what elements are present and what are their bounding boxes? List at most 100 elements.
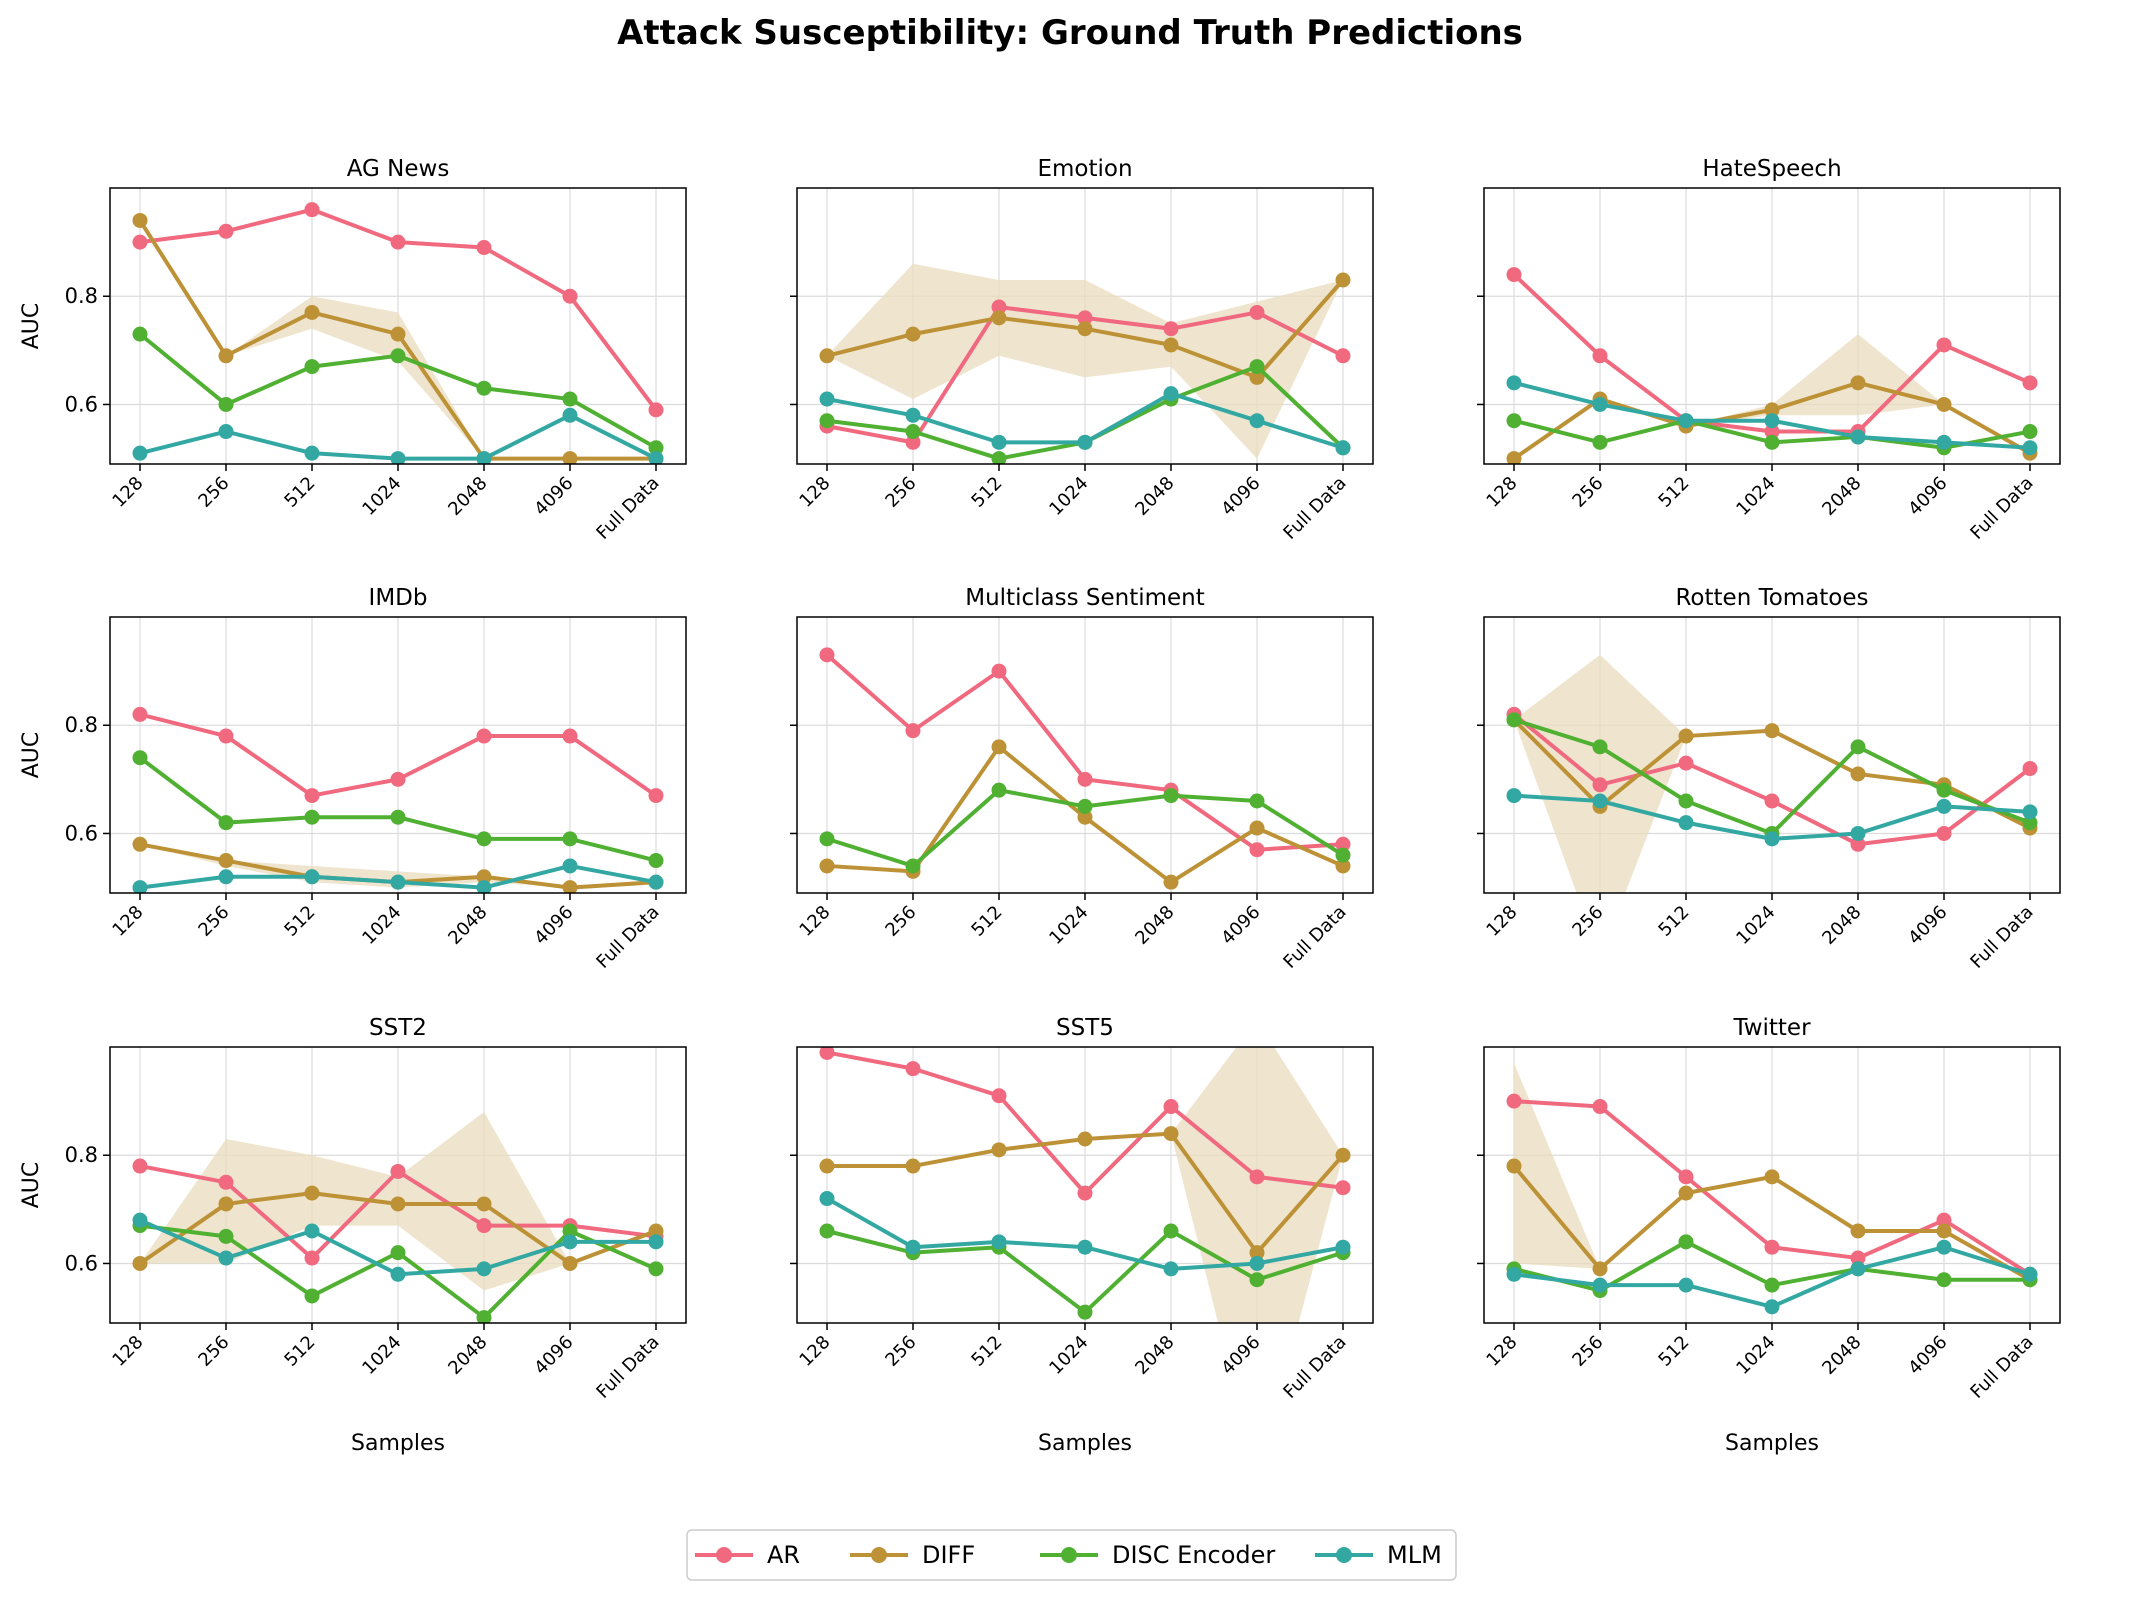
data-point [476,451,492,464]
x-axis-label: Samples [351,1431,445,1456]
x-tick-label: 4096 [530,1332,577,1379]
data-point [562,1223,578,1239]
data-point [991,739,1007,755]
data-point [132,326,148,342]
data-point [1936,1212,1952,1228]
data-point [1592,434,1608,450]
data-point [1249,1245,1265,1261]
plot-area [132,202,664,464]
x-tick-label: 256 [881,473,920,512]
data-point [1249,369,1265,385]
y-tick-label: 0.6 [65,392,98,416]
x-tick-label: 4096 [1217,473,1264,520]
data-point [1850,739,1866,755]
data-point [304,304,320,320]
subplot-title: SST5 [1056,1015,1114,1041]
data-point [905,326,921,342]
data-point [562,831,578,847]
data-point [905,858,921,874]
x-tick-label: 256 [194,902,233,941]
data-point [476,831,492,847]
data-point [819,1158,835,1174]
data-point [304,1288,320,1304]
x-tick-label: 256 [1568,902,1607,941]
x-tick-label: 2048 [1818,1332,1865,1379]
x-tick-label: 2048 [1818,902,1865,949]
data-point [1592,739,1608,755]
data-point [218,424,234,440]
data-point [1592,396,1608,412]
data-point [304,359,320,375]
data-point [1936,825,1952,841]
x-tick-label: 256 [194,473,233,512]
subplot: IMDb 0.6 0.8 128 256 512 1024 2048 4096 Full Data… [19,585,687,973]
subplot: Twitter 128 256 512 1024 2048 4096 Full Data Sam… [1477,1015,2061,1456]
x-tick-label: 4096 [1217,902,1264,949]
data-point [1335,836,1351,852]
data-point [1592,348,1608,364]
data-point [476,380,492,396]
x-tick-label: 256 [1568,1332,1607,1371]
x-axis-label: Samples [1038,1431,1132,1456]
data-point [1335,440,1351,456]
plot-area [819,263,1351,464]
subplot: HateSpeech 128 256 512 1024 2048 4096 Full Data [1477,156,2061,544]
subplot-title: Emotion [1037,156,1132,182]
data-point [132,1255,148,1271]
data-point [132,706,148,722]
data-point [390,771,406,787]
data-point [476,1196,492,1212]
x-tick-label: 128 [795,902,834,941]
data-point [1077,1185,1093,1201]
x-tick-label: Full Data [592,473,663,544]
data-point [648,440,664,456]
data-point [819,831,835,847]
legend-marker [716,1547,732,1563]
data-point [819,1047,835,1060]
x-tick-label: 128 [1482,902,1521,941]
data-point [218,853,234,869]
x-tick-label: 128 [1482,473,1521,512]
y-axis-label: AUC [19,303,44,350]
x-tick-label: 2048 [444,473,491,520]
data-point [819,348,835,364]
x-tick-label: 512 [967,1332,1006,1371]
data-point [304,1223,320,1239]
y-axis-label: AUC [19,1162,44,1209]
data-point [1764,424,1780,440]
data-point [1506,1093,1522,1109]
data-point [1077,434,1093,450]
data-point [2022,804,2038,820]
x-tick-label: 1024 [1045,473,1092,520]
legend: AR DIFF DISC Encoder MLM [686,1529,1457,1581]
data-point [1678,1169,1694,1185]
data-point [132,750,148,766]
data-point [991,310,1007,326]
data-point [1506,1266,1522,1282]
x-tick-label: 2048 [1131,473,1178,520]
data-point [1506,451,1522,464]
data-point [905,1158,921,1174]
data-point [1678,1234,1694,1250]
data-point [1249,413,1265,429]
data-point [1850,766,1866,782]
data-point [1249,1272,1265,1288]
x-tick-label: 2048 [1131,1332,1178,1379]
data-point [562,288,578,304]
x-tick-label: 128 [108,1332,147,1371]
data-point [1592,777,1608,793]
data-point [218,223,234,239]
subplot-title: IMDb [369,585,428,611]
x-tick-label: 1024 [358,1332,405,1379]
x-tick-label: 1024 [358,902,405,949]
data-point [562,1234,578,1250]
data-point [648,1261,664,1277]
x-tick-label: 4096 [530,473,577,520]
data-point [1077,771,1093,787]
data-point [1506,1158,1522,1174]
x-tick-label: Full Data [1966,473,2037,544]
x-tick-label: 1024 [1045,1332,1092,1379]
data-point [1335,1147,1351,1163]
x-tick-label: 512 [280,902,319,941]
